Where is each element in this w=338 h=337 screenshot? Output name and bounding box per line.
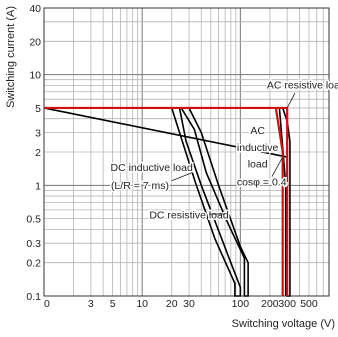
x-tick-label: 200 — [261, 298, 279, 310]
plot-frame-rect — [43, 7, 330, 297]
x-tick-label: 10 — [136, 298, 148, 310]
tick-labels: 0 3 5 10 20 30 100 200 300 500 0.1 0.2 0.3 0.5 1 2 3 5 10 2… — [26, 3, 317, 310]
x-tick-label: 3 — [88, 298, 94, 310]
y-tick-label: 10 — [29, 70, 41, 82]
x-tick-label: 500 — [300, 298, 318, 310]
y-tick-label: 0.2 — [26, 258, 41, 270]
y-tick-label: 5 — [35, 103, 41, 115]
annotation-label: AC — [250, 125, 265, 137]
annotation-label: inductive — [237, 142, 279, 154]
leader-line — [171, 172, 192, 182]
y-tick-label: 1 — [35, 180, 41, 192]
y-axis-label: Switching current (A) — [5, 6, 17, 108]
annotations: AC resistive load AC inductive load cosφ = 0… — [109, 78, 338, 223]
x-axis-label: Switching voltage (V) — [232, 318, 335, 330]
annotation-label: AC resistive load — [267, 79, 338, 91]
y-tick-label: 0.5 — [26, 214, 41, 226]
annotation-label: (L/R = 7 ms) — [111, 180, 169, 192]
y-tick-label: 20 — [29, 36, 41, 48]
x-tick-label: 0 — [44, 298, 50, 310]
series-line — [170, 107, 242, 297]
x-tick-label: 300 — [278, 298, 296, 310]
y-tick-label: 2 — [35, 147, 41, 159]
x-tick-label: 100 — [232, 298, 250, 310]
y-tick-label: 3 — [35, 128, 41, 140]
leader-line — [271, 156, 284, 177]
annotation-label: cosφ = 0.4 — [237, 176, 287, 188]
annotation-label: DC inductive load — [111, 162, 193, 174]
rated-limit-line — [44, 106, 289, 296]
annotation-label: load — [248, 158, 268, 170]
rated-limit-line — [274, 107, 284, 296]
annotation-label: DC resistive load — [149, 210, 229, 222]
y-tick-label: 0.3 — [26, 238, 41, 250]
x-tick-label: 20 — [166, 298, 178, 310]
leader-line — [286, 92, 296, 109]
series-line — [179, 107, 249, 297]
series-lines — [43, 106, 291, 297]
x-tick-label: 5 — [110, 298, 116, 310]
y-tick-label: 0.1 — [26, 291, 41, 303]
plot-frame — [43, 7, 330, 297]
x-tick-label: 30 — [183, 298, 195, 310]
y-tick-label: 40 — [29, 3, 41, 15]
series-line — [278, 107, 287, 296]
